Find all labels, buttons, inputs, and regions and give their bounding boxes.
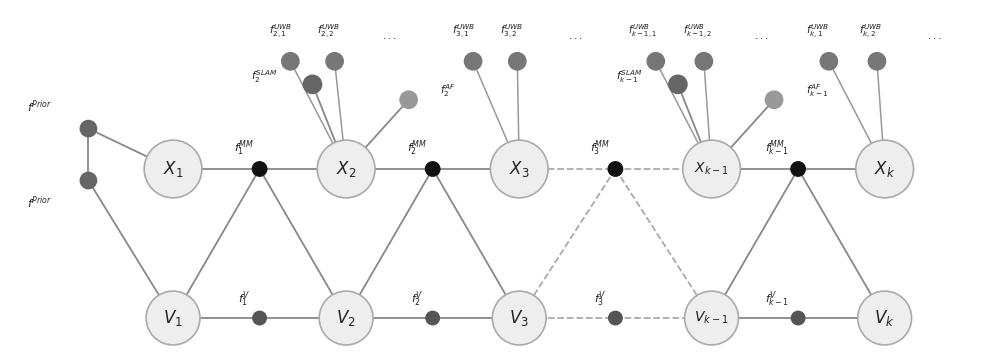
Text: $V_1$: $V_1$ bbox=[163, 308, 183, 328]
Text: $f_2^{V}$: $f_2^{V}$ bbox=[411, 289, 424, 308]
Ellipse shape bbox=[685, 291, 738, 345]
Ellipse shape bbox=[856, 140, 914, 198]
Ellipse shape bbox=[490, 140, 548, 198]
Text: $f_{k-1,2}^{UWB}$: $f_{k-1,2}^{UWB}$ bbox=[683, 24, 712, 42]
Circle shape bbox=[303, 75, 322, 93]
Ellipse shape bbox=[146, 291, 200, 345]
Circle shape bbox=[464, 52, 482, 70]
Ellipse shape bbox=[492, 291, 546, 345]
Ellipse shape bbox=[317, 140, 375, 198]
Circle shape bbox=[253, 311, 266, 325]
Circle shape bbox=[609, 311, 622, 325]
Text: $f_{3,1}^{UWB}$: $f_{3,1}^{UWB}$ bbox=[452, 24, 475, 42]
Text: $f_{2,1}^{UWB}$: $f_{2,1}^{UWB}$ bbox=[269, 24, 292, 42]
Circle shape bbox=[80, 172, 97, 189]
Circle shape bbox=[791, 162, 805, 176]
Circle shape bbox=[425, 162, 440, 176]
Text: $f_{k-1}^{AF}$: $f_{k-1}^{AF}$ bbox=[806, 82, 829, 98]
Text: $...$: $...$ bbox=[382, 32, 397, 41]
Text: $X_{k-1}$: $X_{k-1}$ bbox=[694, 161, 729, 177]
Circle shape bbox=[426, 311, 439, 325]
Circle shape bbox=[252, 162, 267, 176]
Text: $X_2$: $X_2$ bbox=[336, 159, 356, 179]
Circle shape bbox=[669, 75, 687, 93]
Text: $X_1$: $X_1$ bbox=[163, 159, 183, 179]
Text: $f_{k,2}^{UWB}$: $f_{k,2}^{UWB}$ bbox=[859, 24, 882, 42]
Text: $...$: $...$ bbox=[927, 32, 942, 41]
Circle shape bbox=[509, 52, 526, 70]
Text: $...$: $...$ bbox=[754, 32, 769, 41]
Text: $V_k$: $V_k$ bbox=[874, 308, 895, 328]
Circle shape bbox=[608, 162, 623, 176]
Circle shape bbox=[695, 52, 713, 70]
Text: $f_{k-1}^{MM}$: $f_{k-1}^{MM}$ bbox=[765, 138, 789, 157]
Text: $f_3^{MM}$: $f_3^{MM}$ bbox=[590, 138, 610, 157]
Text: $f_{k-1}^{SLAM}$: $f_{k-1}^{SLAM}$ bbox=[616, 68, 642, 85]
Text: $f^{Prior}$: $f^{Prior}$ bbox=[27, 194, 52, 211]
Text: $X_3$: $X_3$ bbox=[509, 159, 530, 179]
Ellipse shape bbox=[683, 140, 740, 198]
Circle shape bbox=[868, 52, 886, 70]
Text: $V_2$: $V_2$ bbox=[336, 308, 356, 328]
Text: $f_1^{MM}$: $f_1^{MM}$ bbox=[234, 138, 254, 157]
Text: $f_{k-1}^{V}$: $f_{k-1}^{V}$ bbox=[765, 289, 789, 308]
Text: $f_2^{AF}$: $f_2^{AF}$ bbox=[440, 82, 456, 98]
Text: $f_{k-1,1}^{UWB}$: $f_{k-1,1}^{UWB}$ bbox=[628, 24, 657, 42]
Text: $V_3$: $V_3$ bbox=[509, 308, 529, 328]
Text: $f_2^{SLAM}$: $f_2^{SLAM}$ bbox=[251, 68, 277, 85]
Text: $f_2^{MM}$: $f_2^{MM}$ bbox=[407, 138, 427, 157]
Text: $X_k$: $X_k$ bbox=[874, 159, 895, 179]
Text: $f_3^{V}$: $f_3^{V}$ bbox=[594, 289, 606, 308]
Circle shape bbox=[80, 121, 97, 137]
Text: $f_{3,2}^{UWB}$: $f_{3,2}^{UWB}$ bbox=[500, 24, 523, 42]
Text: $f^{Prior}$: $f^{Prior}$ bbox=[27, 98, 52, 115]
Circle shape bbox=[400, 91, 417, 108]
Circle shape bbox=[282, 52, 299, 70]
Circle shape bbox=[326, 52, 343, 70]
Ellipse shape bbox=[319, 291, 373, 345]
Text: $V_{k-1}$: $V_{k-1}$ bbox=[694, 310, 729, 326]
Text: $f_{2,2}^{UWB}$: $f_{2,2}^{UWB}$ bbox=[317, 24, 341, 42]
Ellipse shape bbox=[144, 140, 202, 198]
Ellipse shape bbox=[858, 291, 912, 345]
Circle shape bbox=[820, 52, 838, 70]
Circle shape bbox=[647, 52, 664, 70]
Text: $f_{k,1}^{UWB}$: $f_{k,1}^{UWB}$ bbox=[806, 24, 829, 42]
Text: $...$: $...$ bbox=[568, 32, 582, 41]
Circle shape bbox=[791, 311, 805, 325]
Circle shape bbox=[765, 91, 783, 108]
Text: $f_1^{V}$: $f_1^{V}$ bbox=[238, 289, 250, 308]
